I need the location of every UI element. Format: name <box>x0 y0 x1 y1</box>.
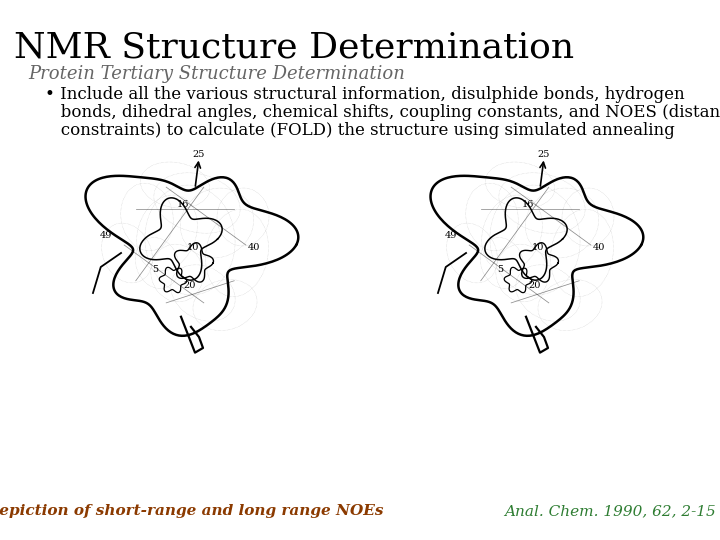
Text: 49: 49 <box>99 231 112 240</box>
Text: 10: 10 <box>532 242 544 252</box>
Text: bonds, dihedral angles, chemical shifts, coupling constants, and NOES (distance: bonds, dihedral angles, chemical shifts,… <box>45 104 720 121</box>
Text: NMR Structure Determination: NMR Structure Determination <box>14 30 574 64</box>
Text: Anal. Chem. 1990, 62, 2-15: Anal. Chem. 1990, 62, 2-15 <box>504 504 716 518</box>
Text: 25: 25 <box>193 150 205 159</box>
Text: 20: 20 <box>184 281 196 290</box>
Text: 40: 40 <box>593 242 605 252</box>
Text: 49: 49 <box>444 231 456 240</box>
Text: 5: 5 <box>153 266 158 274</box>
Text: constraints) to calculate (FOLD) the structure using simulated annealing: constraints) to calculate (FOLD) the str… <box>45 122 675 139</box>
Text: 16: 16 <box>177 200 189 209</box>
Text: 5: 5 <box>498 266 503 274</box>
Text: 10: 10 <box>186 242 199 252</box>
Text: 25: 25 <box>538 150 550 159</box>
Text: 16: 16 <box>522 200 534 209</box>
Text: 40: 40 <box>248 242 260 252</box>
Text: Protein Tertiary Structure Determination: Protein Tertiary Structure Determination <box>28 65 405 83</box>
Text: 20: 20 <box>528 281 541 290</box>
Text: Depiction of short-range and long range NOEs: Depiction of short-range and long range … <box>0 504 384 518</box>
Text: • Include all the various structural information, disulphide bonds, hydrogen: • Include all the various structural inf… <box>45 86 685 103</box>
